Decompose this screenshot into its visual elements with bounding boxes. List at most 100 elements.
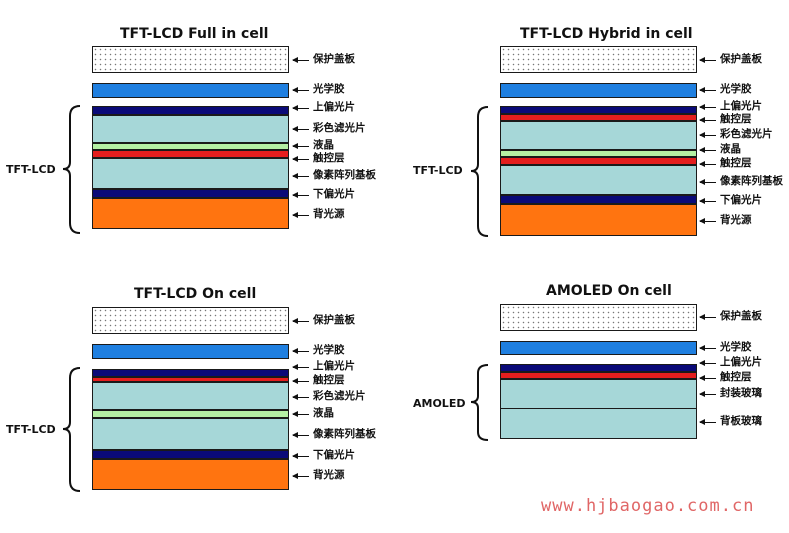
arrow-touch bbox=[699, 375, 716, 381]
label-cover: 保护盖板 bbox=[313, 53, 355, 65]
tft-array-layer bbox=[92, 158, 289, 189]
label-bottom-polarizer: 下偏光片 bbox=[313, 188, 355, 200]
label-liquid-crystal: 液晶 bbox=[313, 407, 334, 419]
cover-glass-layer bbox=[500, 304, 697, 331]
side-label-tft-lcd: TFT-LCD bbox=[413, 164, 463, 177]
arrow-cover bbox=[292, 318, 309, 324]
top-polarizer-layer bbox=[92, 106, 289, 115]
bottom-polarizer-layer bbox=[500, 195, 697, 204]
arrow-tft-array bbox=[292, 432, 309, 438]
brace-amoled bbox=[470, 364, 489, 441]
top-polarizer-layer bbox=[500, 364, 697, 372]
panel-title-hybrid-in-cell: TFT-LCD Hybrid in cell bbox=[520, 26, 693, 42]
label-backlight: 背光源 bbox=[313, 469, 345, 481]
arrow-color-filter bbox=[292, 394, 309, 400]
arrow-touch bbox=[292, 378, 309, 384]
arrow-oca bbox=[292, 348, 309, 354]
label-backplane-glass: 背板玻璃 bbox=[720, 415, 762, 427]
cover-glass-layer bbox=[92, 46, 289, 73]
oca-layer bbox=[500, 341, 697, 355]
liquid-crystal-layer bbox=[92, 410, 289, 418]
arrow-bottom-polarizer bbox=[292, 453, 309, 459]
tft-array-layer bbox=[92, 418, 289, 450]
label-top-polarizer: 上偏光片 bbox=[720, 356, 762, 368]
label-oca: 光学胶 bbox=[720, 341, 752, 353]
label-color-filter: 彩色滤光片 bbox=[313, 122, 366, 134]
arrow-oca bbox=[699, 345, 716, 351]
touch-layer bbox=[500, 372, 697, 379]
label-liquid-crystal: 液晶 bbox=[313, 139, 334, 151]
label-color-filter: 彩色滤光片 bbox=[720, 128, 773, 140]
label-tft-array: 像素阵列基板 bbox=[313, 169, 376, 181]
label-oca: 光学胶 bbox=[313, 83, 345, 95]
label-oca: 光学胶 bbox=[720, 83, 752, 95]
arrow-oca bbox=[292, 87, 309, 93]
side-label-tft-lcd: TFT-LCD bbox=[6, 423, 56, 436]
side-label-tft-lcd: TFT-LCD bbox=[6, 163, 56, 176]
arrow-cover bbox=[699, 57, 716, 63]
backlight-layer bbox=[500, 204, 697, 236]
panel-title-on-cell: TFT-LCD On cell bbox=[134, 286, 257, 302]
label-oca: 光学胶 bbox=[313, 344, 345, 356]
label-cover: 保护盖板 bbox=[313, 314, 355, 326]
label-tft-array: 像素阵列基板 bbox=[720, 175, 783, 187]
backlight-layer bbox=[92, 459, 289, 490]
label-cover: 保护盖板 bbox=[720, 310, 762, 322]
arrow-oca bbox=[699, 87, 716, 93]
bottom-polarizer-layer bbox=[92, 189, 289, 198]
liquid-crystal-layer bbox=[92, 143, 289, 150]
label-bottom-polarizer: 下偏光片 bbox=[720, 194, 762, 206]
arrow-encapsulation-glass bbox=[699, 391, 716, 397]
arrow-tft-array bbox=[699, 179, 716, 185]
arrow-touch bbox=[699, 117, 716, 123]
arrow-touch bbox=[292, 156, 309, 162]
arrow-backlight bbox=[699, 218, 716, 224]
oca-layer bbox=[92, 344, 289, 359]
label-touch: 触控层 bbox=[720, 157, 752, 169]
top-polarizer-layer bbox=[92, 369, 289, 377]
oca-layer bbox=[500, 83, 697, 98]
arrow-top-polarizer bbox=[292, 105, 309, 111]
label-backlight: 背光源 bbox=[720, 214, 752, 226]
arrow-top-polarizer bbox=[292, 364, 309, 370]
brace-tft-lcd bbox=[62, 367, 81, 492]
touch-layer bbox=[500, 114, 697, 121]
tft-array-layer bbox=[500, 165, 697, 195]
label-top-polarizer: 上偏光片 bbox=[313, 101, 355, 113]
color-filter-layer bbox=[92, 382, 289, 410]
label-cover: 保护盖板 bbox=[720, 53, 762, 65]
label-top-polarizer: 上偏光片 bbox=[313, 360, 355, 372]
side-label-amoled: AMOLED bbox=[413, 397, 466, 410]
label-touch: 触控层 bbox=[313, 152, 345, 164]
touch-layer bbox=[92, 377, 289, 382]
cover-glass-layer bbox=[92, 307, 289, 334]
liquid-crystal-layer bbox=[500, 150, 697, 157]
arrow-cover bbox=[699, 314, 716, 320]
label-bottom-polarizer: 下偏光片 bbox=[313, 449, 355, 461]
arrow-cover bbox=[292, 57, 309, 63]
label-top-polarizer: 上偏光片 bbox=[720, 100, 762, 112]
arrow-top-polarizer bbox=[699, 360, 716, 366]
label-tft-array: 像素阵列基板 bbox=[313, 428, 376, 440]
bottom-polarizer-layer bbox=[92, 450, 289, 459]
arrow-liquid-crystal bbox=[292, 143, 309, 149]
encapsulation-glass-layer bbox=[500, 379, 697, 409]
top-polarizer-layer bbox=[500, 106, 697, 114]
arrow-backlight bbox=[292, 473, 309, 479]
label-touch: 触控层 bbox=[720, 371, 752, 383]
watermark-url: www.hjbaogao.com.cn bbox=[541, 496, 755, 516]
label-touch: 触控层 bbox=[720, 113, 752, 125]
cover-glass-layer bbox=[500, 46, 697, 73]
label-color-filter: 彩色滤光片 bbox=[313, 390, 366, 402]
panel-title-amoled-on-cell: AMOLED On cell bbox=[546, 283, 672, 299]
oca-layer bbox=[92, 83, 289, 98]
label-backlight: 背光源 bbox=[313, 208, 345, 220]
arrow-top-polarizer bbox=[699, 104, 716, 110]
backplane-glass-layer bbox=[500, 408, 697, 439]
arrow-touch bbox=[699, 161, 716, 167]
label-liquid-crystal: 液晶 bbox=[720, 143, 741, 155]
arrow-backplane-glass bbox=[699, 419, 716, 425]
backlight-layer bbox=[92, 198, 289, 229]
arrow-liquid-crystal bbox=[699, 147, 716, 153]
brace-tft-lcd bbox=[62, 105, 81, 234]
